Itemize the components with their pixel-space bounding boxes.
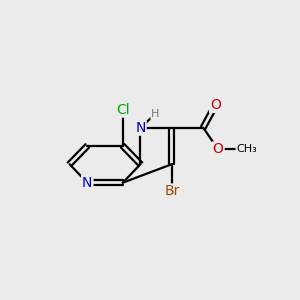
- Text: CH₃: CH₃: [236, 145, 257, 154]
- Text: Cl: Cl: [116, 103, 130, 117]
- Text: N: N: [135, 121, 146, 135]
- Text: O: O: [213, 142, 224, 157]
- Text: N: N: [82, 176, 92, 190]
- Text: H: H: [151, 109, 160, 119]
- Text: Br: Br: [164, 184, 179, 199]
- Text: O: O: [210, 98, 221, 112]
